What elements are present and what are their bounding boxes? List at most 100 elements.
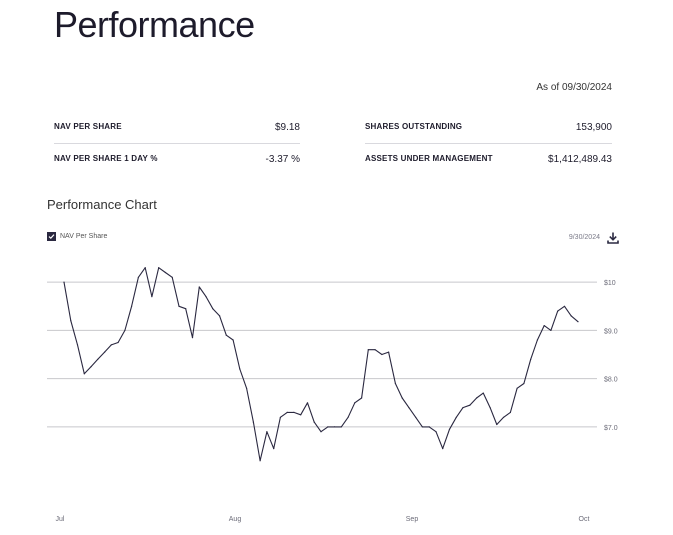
data-point — [435, 431, 437, 433]
data-point — [76, 344, 79, 346]
data-point — [185, 308, 187, 310]
stat-value: $9.18 — [274, 122, 300, 133]
data-point — [381, 353, 383, 356]
data-point — [550, 329, 552, 331]
data-point — [117, 341, 119, 344]
data-point — [225, 334, 227, 336]
stat-value: -3.37 % — [265, 154, 300, 165]
data-point — [367, 349, 369, 351]
data-point — [266, 431, 268, 433]
data-point — [428, 426, 430, 428]
data-point — [489, 407, 491, 409]
chart-heading: Performance Chart — [47, 197, 157, 212]
data-point — [313, 421, 315, 423]
stats-right-column: SHARES OUTSTANDING 153,900 ASSETS UNDER … — [365, 112, 612, 175]
y-tick-label: $7.0 — [604, 425, 618, 432]
as-of-date: As of 09/30/2024 — [536, 82, 612, 93]
y-tick-label: $10 — [604, 280, 616, 287]
legend-toggle-nav[interactable]: NAV Per Share — [47, 232, 107, 241]
data-point — [104, 351, 106, 353]
data-point — [219, 315, 221, 317]
data-point — [131, 305, 133, 307]
data-point — [415, 416, 417, 418]
stat-nav-per-share: NAV PER SHARE $9.18 — [54, 112, 300, 144]
data-point — [239, 368, 241, 370]
data-point — [557, 310, 559, 312]
data-point — [252, 421, 254, 423]
data-point — [164, 271, 166, 274]
legend-label: NAV Per Share — [60, 233, 108, 240]
data-point — [448, 428, 451, 430]
data-point — [320, 431, 322, 433]
data-point — [293, 411, 295, 413]
data-point — [97, 358, 99, 360]
x-tick-label: Oct — [579, 516, 590, 523]
chart-date-label: 9/30/2024 — [568, 234, 600, 241]
stat-aum: ASSETS UNDER MANAGEMENT $1,412,489.43 — [365, 144, 612, 175]
data-point — [496, 423, 498, 426]
data-point — [191, 337, 194, 339]
data-point — [523, 382, 525, 385]
data-point — [198, 286, 200, 288]
data-point — [374, 349, 376, 351]
y-tick-label: $8.0 — [604, 377, 618, 384]
data-point — [577, 321, 579, 323]
data-point — [361, 397, 363, 399]
data-point — [110, 344, 112, 346]
x-tick-label: Aug — [229, 516, 242, 523]
data-point — [543, 325, 545, 327]
data-point — [394, 382, 396, 385]
data-point — [158, 267, 160, 269]
stat-label: NAV PER SHARE — [54, 122, 122, 131]
data-point — [530, 358, 532, 360]
data-point — [347, 416, 349, 418]
data-point — [340, 426, 342, 428]
data-point — [509, 411, 511, 413]
stat-label: ASSETS UNDER MANAGEMENT — [365, 154, 493, 163]
page-title: Performance — [54, 4, 255, 45]
data-point — [63, 281, 65, 283]
data-point — [563, 305, 566, 307]
data-point — [455, 416, 457, 418]
data-point — [408, 407, 410, 409]
data-point — [232, 339, 234, 341]
data-point — [83, 373, 85, 375]
data-point — [124, 329, 126, 331]
check-icon — [48, 234, 55, 240]
data-point — [570, 315, 572, 317]
data-point — [178, 305, 180, 307]
data-point — [536, 339, 539, 341]
legend-checkbox[interactable] — [47, 232, 56, 241]
stat-label: NAV PER SHARE 1 DAY % — [54, 154, 158, 163]
stat-shares-outstanding: SHARES OUTSTANDING 153,900 — [365, 112, 612, 144]
data-point — [401, 397, 403, 399]
x-tick-label: Jul — [56, 516, 65, 523]
data-point — [205, 296, 207, 298]
data-point — [327, 426, 329, 428]
data-point — [246, 387, 248, 389]
data-point — [516, 387, 518, 389]
data-point — [144, 267, 146, 269]
data-point — [279, 416, 281, 418]
data-point — [300, 414, 302, 416]
x-tick-label: Sep — [406, 516, 419, 523]
stat-nav-1day: NAV PER SHARE 1 DAY % -3.37 % — [54, 144, 300, 175]
stat-value: $1,412,489.43 — [548, 154, 612, 165]
data-point — [462, 407, 464, 409]
data-point — [286, 411, 288, 413]
data-point — [333, 426, 336, 428]
data-point — [151, 296, 153, 298]
data-point — [482, 392, 484, 394]
data-point — [469, 404, 471, 406]
data-point — [354, 402, 356, 404]
stat-value: 153,900 — [575, 122, 612, 133]
data-point — [476, 397, 478, 399]
download-icon[interactable] — [606, 231, 620, 245]
stats-left-column: NAV PER SHARE $9.18 NAV PER SHARE 1 DAY … — [54, 112, 300, 175]
data-point — [259, 460, 261, 462]
data-point — [273, 448, 275, 450]
data-point — [442, 448, 444, 450]
data-point — [90, 366, 92, 368]
data-point — [421, 426, 423, 428]
